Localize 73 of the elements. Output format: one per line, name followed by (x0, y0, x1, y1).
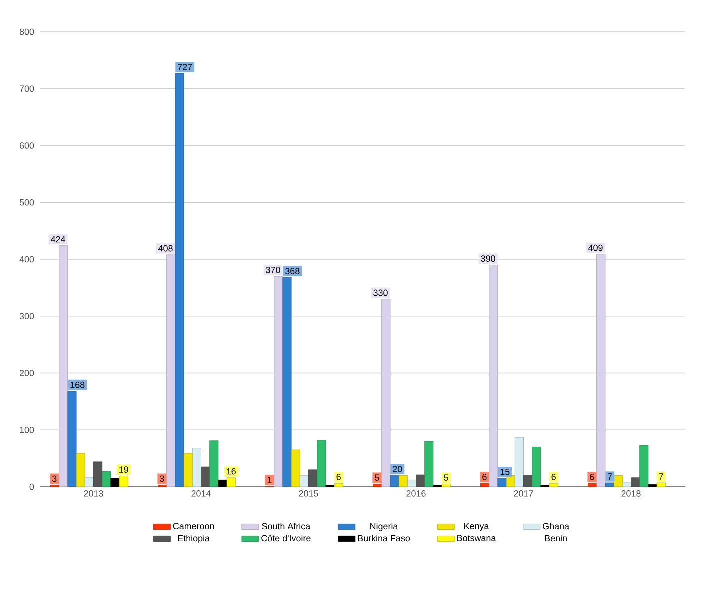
data-label: 390 (481, 256, 496, 262)
bar (102, 471, 112, 488)
x-tick-label: 2018 (622, 490, 641, 497)
data-label: 409 (588, 244, 603, 252)
y-tick-label: 0 (30, 484, 34, 490)
y-tick-label: 700 (20, 86, 34, 92)
legend-label: Côte d'Ivoire (262, 535, 311, 542)
data-label: 6 (552, 474, 556, 480)
data-label: 7 (608, 474, 612, 480)
data-label: 1 (268, 477, 272, 484)
y-tick-label: 300 (20, 313, 34, 320)
bar (416, 474, 426, 488)
legend-label: Nigeria (370, 523, 398, 532)
bar (631, 478, 640, 488)
data-label: 424 (51, 236, 66, 243)
data-label: 727 (178, 64, 192, 70)
data-label: 19 (120, 466, 128, 474)
data-label: 7 (659, 474, 664, 480)
data-label: 5 (444, 474, 448, 481)
x-tick-label: 2013 (84, 490, 104, 497)
x-tick-label: 2015 (299, 490, 318, 497)
x-tick-label: 2017 (514, 490, 534, 497)
legend-label: Ethiopia (178, 535, 210, 544)
x-tick-label: 2016 (406, 490, 426, 497)
bar (407, 480, 416, 488)
y-tick-label: 600 (20, 142, 34, 149)
legend-label: Cameroon (173, 523, 214, 530)
bar (84, 478, 94, 488)
y-tick-label: 800 (20, 28, 34, 36)
bar (184, 453, 193, 488)
bar (524, 475, 533, 488)
bar (514, 437, 524, 488)
data-label: 368 (285, 268, 300, 275)
data-label: 168 (70, 382, 85, 388)
bar (218, 480, 228, 488)
bar (192, 448, 202, 488)
y-tick-label: 200 (20, 370, 34, 376)
text: Benin (545, 535, 567, 542)
data-label: 3 (52, 476, 57, 482)
bar (648, 484, 658, 488)
bar (640, 445, 649, 488)
data-label: 16 (227, 468, 236, 475)
bar (291, 450, 300, 488)
data-label: 6 (590, 474, 594, 480)
legend-label: Ghana (543, 523, 570, 530)
bar (622, 482, 632, 488)
legend-label: Burkina Faso (358, 535, 410, 542)
y-tick-label: 500 (20, 199, 34, 206)
data-label: 5 (375, 474, 380, 481)
bar (76, 453, 86, 488)
x-tick-label: 2014 (192, 490, 211, 497)
bar (532, 446, 542, 488)
bar (317, 440, 326, 488)
legend-label: Botswana (458, 535, 496, 542)
legend-label: South Africa (262, 523, 311, 530)
data-label: 20 (393, 466, 402, 472)
bar (94, 462, 103, 488)
data-label: 6 (336, 474, 341, 480)
y-tick-label: 100 (20, 426, 34, 434)
data-label: 370 (266, 267, 280, 274)
data-label: 6 (482, 474, 487, 480)
bar (201, 466, 210, 488)
data-label: 330 (374, 290, 388, 296)
bar (308, 470, 318, 488)
bar (210, 440, 219, 488)
bar (424, 441, 434, 488)
bar (300, 475, 309, 488)
data-label: 408 (158, 245, 173, 252)
bar (110, 478, 120, 488)
legend-label: Kenya (464, 523, 490, 532)
y-tick-label: 400 (20, 256, 34, 263)
data-label: 15 (500, 469, 510, 476)
data-label: 3 (160, 476, 164, 482)
